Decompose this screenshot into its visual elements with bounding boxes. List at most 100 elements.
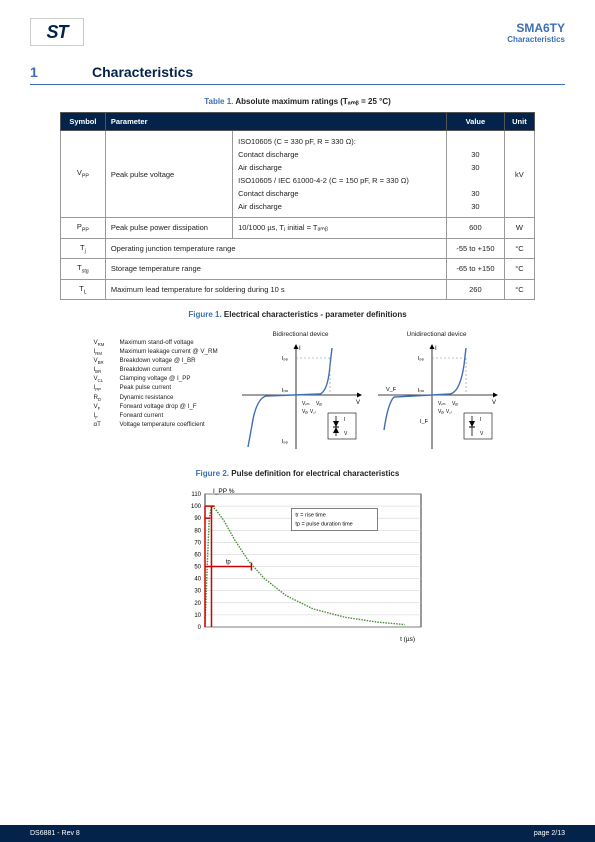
svg-text:Iₚₚ: Iₚₚ bbox=[282, 356, 289, 362]
col-symbol: Symbol bbox=[61, 113, 106, 131]
param-def-row: IRMMaximum leakage current @ V_RM bbox=[94, 348, 228, 357]
footer-left: DS6881 - Rev 8 bbox=[30, 830, 80, 837]
svg-text:Vᵦᵣ: Vᵦᵣ bbox=[452, 401, 459, 407]
cell-value: 260 bbox=[446, 279, 504, 300]
svg-text:V: V bbox=[492, 400, 496, 406]
param-def-row: VFForward voltage drop @ I_F bbox=[94, 403, 228, 412]
cell-unit: kV bbox=[504, 131, 534, 218]
svg-text:tr = rise time: tr = rise time bbox=[295, 513, 325, 519]
cell-symbol: Tj bbox=[61, 238, 106, 259]
abs-max-ratings-table: Symbol Parameter Value Unit VPPPeak puls… bbox=[60, 112, 535, 300]
section-number: 1 bbox=[30, 64, 92, 80]
svg-text:40: 40 bbox=[194, 577, 201, 583]
cell-parameter: Peak pulse power dissipation bbox=[105, 218, 232, 239]
iv-curves-panel: Bidirectional device Unidirectional devi… bbox=[236, 331, 502, 455]
cell-parameter: Peak pulse voltage bbox=[105, 131, 232, 218]
svg-text:Vᵦᵣ V꜀ₗ: Vᵦᵣ V꜀ₗ bbox=[302, 409, 316, 415]
figure2-caption: Figure 2. Pulse definition for electrica… bbox=[0, 469, 595, 478]
cell-conditions: 10/1000 µs, Tⱼ initial = Tₐₘᵦ bbox=[233, 218, 447, 239]
svg-text:tp = pulse duration time: tp = pulse duration time bbox=[295, 522, 352, 528]
cell-value: 600 bbox=[446, 218, 504, 239]
col-unit: Unit bbox=[504, 113, 534, 131]
cell-conditions: ISO10605 (C = 330 pF, R = 330 Ω):Contact… bbox=[233, 131, 447, 218]
section-heading: 1 Characteristics bbox=[0, 54, 595, 84]
bidir-label: Bidirectional device bbox=[236, 331, 366, 338]
svg-text:t (µs): t (µs) bbox=[400, 636, 415, 643]
cell-unit: W bbox=[504, 218, 534, 239]
section-title: Characteristics bbox=[92, 64, 193, 80]
figure1-caption-label: Figure 1. bbox=[188, 310, 221, 319]
doc-title-block: SMA6TY Characteristics bbox=[507, 21, 565, 44]
param-def-row: IBRBreakdown current bbox=[94, 366, 228, 375]
svg-text:I_PP %: I_PP % bbox=[213, 488, 235, 495]
cell-unit: °C bbox=[504, 259, 534, 280]
param-def-row: VBRBreakdown voltage @ I_BR bbox=[94, 357, 228, 366]
param-def-row: RDDynamic resistance bbox=[94, 394, 228, 403]
svg-text:Vᵦᵣ: Vᵦᵣ bbox=[316, 401, 323, 407]
st-logo: ST bbox=[30, 18, 84, 46]
figure2-caption-label: Figure 2. bbox=[196, 469, 229, 478]
bidir-curve: IVIₚₚIᵣₘVᵣₘVᵦᵣVᵦᵣ V꜀ₗIₚₚIV bbox=[236, 340, 366, 455]
svg-text:80: 80 bbox=[194, 528, 201, 534]
param-def-row: αTVoltage temperature coefficient bbox=[94, 421, 228, 429]
table1-caption-text: Absolute maximum ratings (Tₐₘᵦ = 25 °C) bbox=[235, 97, 390, 106]
svg-text:I: I bbox=[435, 346, 437, 352]
cell-unit: °C bbox=[504, 238, 534, 259]
svg-text:Iᵣₘ: Iᵣₘ bbox=[418, 388, 425, 394]
col-parameter: Parameter bbox=[105, 113, 446, 131]
svg-text:Vᵣₘ: Vᵣₘ bbox=[302, 401, 310, 407]
unidir-curve: IVIₚₚIᵣₘVᵣₘVᵦᵣVᵦᵣ V꜀ₗV_FI_FIV bbox=[372, 340, 502, 455]
figure2-caption-text: Pulse definition for electrical characte… bbox=[231, 469, 399, 478]
param-def-row: IFForward current bbox=[94, 412, 228, 421]
figure1-caption-text: Electrical characteristics - parameter d… bbox=[224, 310, 407, 319]
page-footer: DS6881 - Rev 8 page 2/13 bbox=[0, 825, 595, 842]
svg-text:100: 100 bbox=[190, 504, 201, 510]
logo-text: ST bbox=[46, 22, 67, 43]
svg-text:20: 20 bbox=[194, 601, 201, 607]
page-header: ST SMA6TY Characteristics bbox=[0, 0, 595, 54]
figure1-box: VRMMaximum stand-off voltageIRMMaximum l… bbox=[88, 325, 508, 461]
svg-text:Iₚₚ: Iₚₚ bbox=[418, 356, 425, 362]
cell-parameter: Operating junction temperature range bbox=[105, 238, 446, 259]
svg-text:Iᵣₘ: Iᵣₘ bbox=[282, 388, 289, 394]
svg-text:I: I bbox=[344, 417, 345, 423]
pulse-chart: 0 10 20 30 40 50 60 70 80 90 100 110 tp I_PP % t (µs) t… bbox=[163, 484, 433, 649]
svg-text:50: 50 bbox=[194, 565, 201, 571]
svg-text:Vᵣₘ: Vᵣₘ bbox=[438, 401, 446, 407]
svg-text:Iₚₚ: Iₚₚ bbox=[282, 439, 289, 445]
svg-text:I_F: I_F bbox=[420, 419, 429, 425]
svg-text:0: 0 bbox=[197, 625, 201, 631]
svg-text:V: V bbox=[356, 400, 360, 406]
param-definitions-list: VRMMaximum stand-off voltageIRMMaximum l… bbox=[94, 331, 228, 455]
param-def-row: VCLClamping voltage @ I_PP bbox=[94, 375, 228, 384]
figure2-wrap: 0 10 20 30 40 50 60 70 80 90 100 110 tp I_PP % t (µs) t… bbox=[0, 484, 595, 649]
cell-symbol: VPP bbox=[61, 131, 106, 218]
svg-text:110: 110 bbox=[191, 492, 201, 498]
part-number: SMA6TY bbox=[507, 21, 565, 35]
svg-text:tp: tp bbox=[225, 560, 231, 566]
cell-value: 3030 3030 bbox=[446, 131, 504, 218]
svg-text:30: 30 bbox=[194, 589, 201, 595]
param-def-row: VRMMaximum stand-off voltage bbox=[94, 339, 228, 348]
svg-text:I: I bbox=[299, 346, 301, 352]
unidir-label: Unidirectional device bbox=[372, 331, 502, 338]
svg-text:I: I bbox=[480, 417, 481, 423]
table1-caption-label: Table 1. bbox=[204, 97, 233, 106]
figure1-wrap: VRMMaximum stand-off voltageIRMMaximum l… bbox=[40, 325, 555, 461]
svg-text:60: 60 bbox=[194, 552, 201, 558]
section-rule bbox=[30, 84, 565, 85]
svg-text:Vᵦᵣ V꜀ₗ: Vᵦᵣ V꜀ₗ bbox=[438, 409, 452, 415]
cell-parameter: Maximum lead temperature for soldering d… bbox=[105, 279, 446, 300]
svg-text:V_F: V_F bbox=[386, 387, 397, 393]
svg-text:90: 90 bbox=[194, 516, 201, 522]
cell-value: -65 to +150 bbox=[446, 259, 504, 280]
svg-text:70: 70 bbox=[194, 540, 201, 546]
cell-parameter: Storage temperature range bbox=[105, 259, 446, 280]
cell-unit: °C bbox=[504, 279, 534, 300]
cell-symbol: PPP bbox=[61, 218, 106, 239]
header-subtitle: Characteristics bbox=[507, 35, 565, 44]
svg-text:10: 10 bbox=[194, 613, 201, 619]
table1-caption: Table 1. Absolute maximum ratings (Tₐₘᵦ … bbox=[0, 97, 595, 106]
param-def-row: IPPPeak pulse current bbox=[94, 384, 228, 393]
figure1-caption: Figure 1. Electrical characteristics - p… bbox=[0, 310, 595, 319]
